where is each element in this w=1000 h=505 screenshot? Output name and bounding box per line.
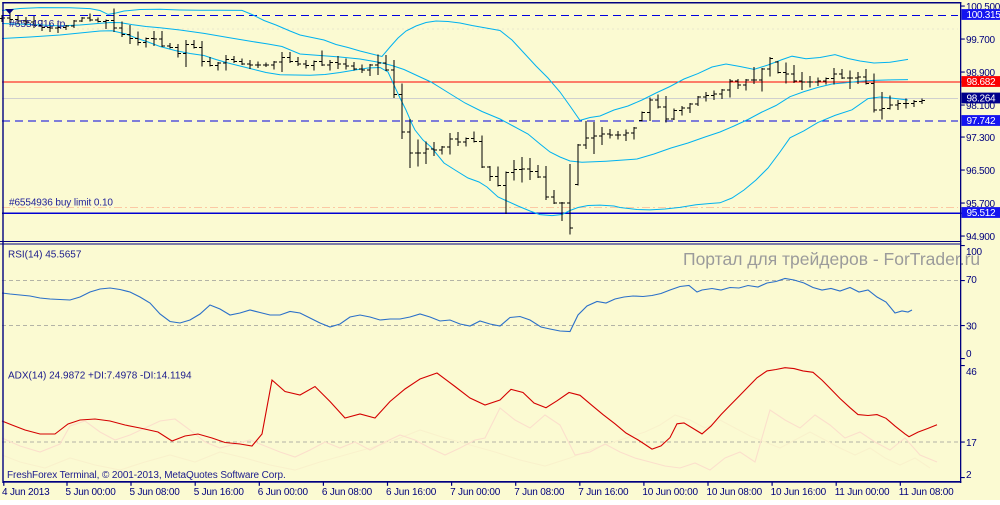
- svg-text:95.512: 95.512: [967, 208, 997, 219]
- svg-text:10 Jun 00:00: 10 Jun 00:00: [642, 487, 698, 498]
- svg-text:7 Jun 08:00: 7 Jun 08:00: [514, 487, 565, 498]
- svg-text:30: 30: [966, 321, 977, 332]
- svg-text:7 Jun 00:00: 7 Jun 00:00: [450, 487, 501, 498]
- svg-text:70: 70: [966, 275, 977, 286]
- svg-text:94.900: 94.900: [966, 232, 996, 243]
- svg-text:17: 17: [966, 438, 977, 449]
- svg-text:11 Jun 08:00: 11 Jun 08:00: [899, 487, 954, 498]
- svg-text:FreshForex Terminal, © 2001-20: FreshForex Terminal, © 2001-2013, MetaQu…: [7, 470, 286, 481]
- svg-text:2: 2: [966, 470, 972, 481]
- svg-text:5 Jun 08:00: 5 Jun 08:00: [130, 487, 181, 498]
- svg-text:97.300: 97.300: [966, 133, 996, 144]
- svg-text:10 Jun 08:00: 10 Jun 08:00: [707, 487, 763, 498]
- svg-text:#6554936 buy limit 0.10: #6554936 buy limit 0.10: [9, 198, 113, 209]
- svg-text:ADX(14) 24.9872 +DI:7.4978 -DI: ADX(14) 24.9872 +DI:7.4978 -DI:14.1194: [8, 371, 192, 382]
- svg-text:97.742: 97.742: [967, 116, 997, 127]
- svg-text:6 Jun 16:00: 6 Jun 16:00: [386, 487, 437, 498]
- svg-text:6 Jun 00:00: 6 Jun 00:00: [258, 487, 309, 498]
- svg-text:98.682: 98.682: [967, 77, 997, 88]
- svg-text:46: 46: [966, 367, 977, 378]
- svg-text:99.700: 99.700: [966, 35, 996, 46]
- svg-text:11 Jun 00:00: 11 Jun 00:00: [835, 487, 890, 498]
- svg-text:RSI(14) 45.5657: RSI(14) 45.5657: [8, 250, 82, 261]
- svg-text:5 Jun 00:00: 5 Jun 00:00: [66, 487, 117, 498]
- svg-text:0: 0: [966, 349, 972, 360]
- svg-text:100.315: 100.315: [967, 10, 1000, 21]
- svg-text:6 Jun 08:00: 6 Jun 08:00: [322, 487, 373, 498]
- svg-text:7 Jun 16:00: 7 Jun 16:00: [578, 487, 629, 498]
- svg-text:98.264: 98.264: [967, 94, 997, 105]
- svg-text:96.500: 96.500: [966, 166, 996, 177]
- svg-text:Портал для трейдеров - ForTrad: Портал для трейдеров - ForTrader.ru: [683, 249, 980, 269]
- svg-text:100: 100: [966, 247, 983, 258]
- svg-text:5 Jun 16:00: 5 Jun 16:00: [194, 487, 245, 498]
- svg-text:#6554916 tp: #6554916 tp: [9, 18, 66, 30]
- svg-text:4 Jun 2013: 4 Jun 2013: [2, 487, 50, 498]
- svg-text:10 Jun 16:00: 10 Jun 16:00: [771, 487, 827, 498]
